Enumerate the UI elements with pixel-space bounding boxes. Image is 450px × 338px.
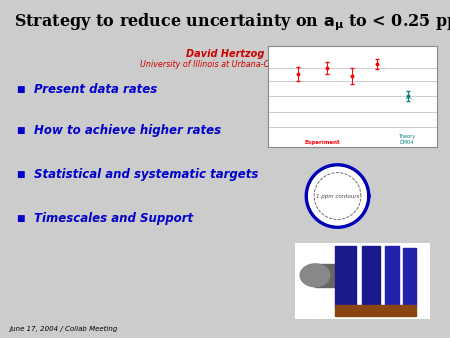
Bar: [362, 246, 380, 313]
Text: 1 ppm contours: 1 ppm contours: [316, 194, 359, 198]
Bar: [335, 246, 356, 308]
Bar: [403, 248, 416, 306]
Text: Theory
DM04: Theory DM04: [397, 134, 415, 145]
Text: University of Illinois at Urbana-Champaign: University of Illinois at Urbana-Champai…: [140, 60, 310, 69]
Text: June 17, 2004 / Collab Meeting: June 17, 2004 / Collab Meeting: [9, 326, 117, 332]
Text: ■: ■: [16, 126, 24, 135]
Text: Experiment: Experiment: [305, 140, 341, 145]
Bar: [315, 264, 335, 287]
Bar: [385, 246, 399, 310]
Text: Timescales and Support: Timescales and Support: [34, 212, 193, 224]
Bar: [335, 305, 416, 316]
Text: ■: ■: [16, 170, 24, 178]
Text: David Hertzog: David Hertzog: [186, 49, 264, 59]
Text: +••–: +••–: [404, 97, 415, 101]
Text: Present data rates: Present data rates: [34, 83, 157, 96]
Text: ■: ■: [16, 85, 24, 94]
Text: Statistical and systematic targets: Statistical and systematic targets: [34, 168, 258, 180]
Text: Strategy to reduce uncertainty on $\mathbf{a_{\mu}}$ to < 0.25 ppm: Strategy to reduce uncertainty on $\math…: [14, 12, 450, 33]
Polygon shape: [309, 167, 366, 225]
Text: How to achieve higher rates: How to achieve higher rates: [34, 124, 221, 137]
Ellipse shape: [300, 264, 330, 287]
Text: ■: ■: [16, 214, 24, 222]
